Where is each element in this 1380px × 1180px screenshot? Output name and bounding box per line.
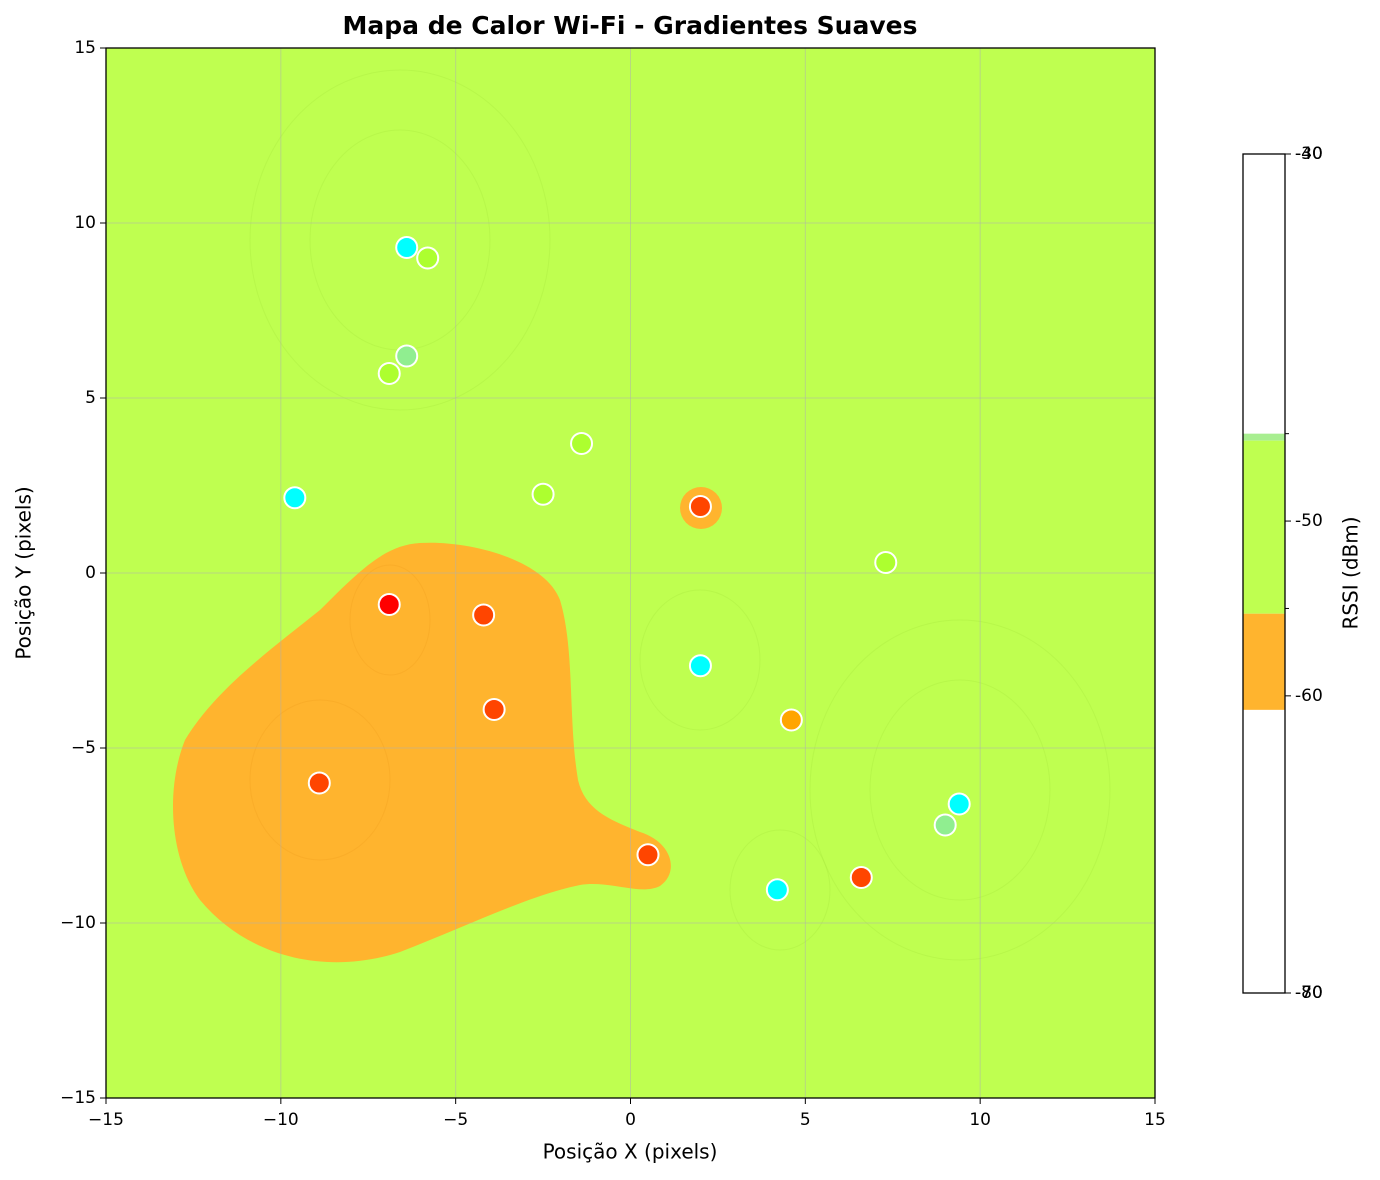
data-point [472, 603, 496, 627]
data-point [933, 813, 957, 837]
chart-title: Mapa de Calor Wi-Fi - Gradientes Suaves [343, 11, 918, 40]
colorbar-end-label: -80 [1295, 983, 1323, 1003]
data-point [688, 654, 712, 678]
y-tick-label: 0 [85, 563, 96, 583]
colorbar-end-label: -30 [1295, 144, 1323, 164]
y-tick-label: −5 [71, 738, 96, 758]
y-tick-label: 10 [74, 213, 96, 233]
contours [249, 69, 1111, 961]
y-tick-label: 5 [85, 388, 96, 408]
colorbar-end-label: -70 [1295, 983, 1323, 1003]
x-tick-label: −10 [263, 1110, 299, 1130]
data-point [377, 593, 401, 616]
data-point [779, 708, 803, 732]
x-tick-label: 15 [1144, 1110, 1166, 1130]
x-axis-label: Posição X (pixels) [543, 1140, 718, 1164]
x-tick-label: 0 [625, 1110, 636, 1130]
colorbar-label: RSSI (dBm) [1339, 516, 1363, 629]
data-point [531, 482, 555, 506]
data-point [307, 771, 331, 795]
x-tick-label: −5 [443, 1110, 468, 1130]
data-point [395, 236, 419, 259]
colorbar-end-label: -40 [1295, 144, 1323, 164]
colorbar-tick-label: -50 [1295, 511, 1323, 531]
data-point [688, 495, 712, 518]
colorbar-band [1243, 440, 1285, 614]
x-tick-label: 5 [800, 1110, 811, 1130]
y-tick-label: −10 [60, 913, 96, 933]
data-point [849, 866, 873, 889]
data-point [765, 878, 789, 902]
plot-frame [105, 47, 1156, 1099]
data-point [570, 432, 594, 455]
y-tick-label: 15 [74, 38, 96, 58]
y-tick-label: −15 [60, 1088, 96, 1108]
colorbar-band [1243, 433, 1285, 441]
colorbar-tick-label: -60 [1295, 686, 1323, 706]
data-point [636, 843, 660, 867]
data-point [874, 551, 898, 574]
data-point [395, 344, 419, 368]
low-signal-region [173, 542, 671, 963]
data-point [482, 698, 506, 721]
data-point [283, 486, 307, 510]
x-tick-label: 10 [969, 1110, 991, 1130]
data-point [947, 792, 971, 816]
colorbar-band [1243, 613, 1285, 710]
heatmap-regions [173, 69, 1111, 963]
colorbar-frame [1242, 153, 1286, 994]
data-point [377, 362, 401, 385]
data-point [416, 246, 440, 270]
y-axis-label: Posição Y (pixels) [12, 486, 36, 659]
x-tick-label: −15 [88, 1110, 124, 1130]
